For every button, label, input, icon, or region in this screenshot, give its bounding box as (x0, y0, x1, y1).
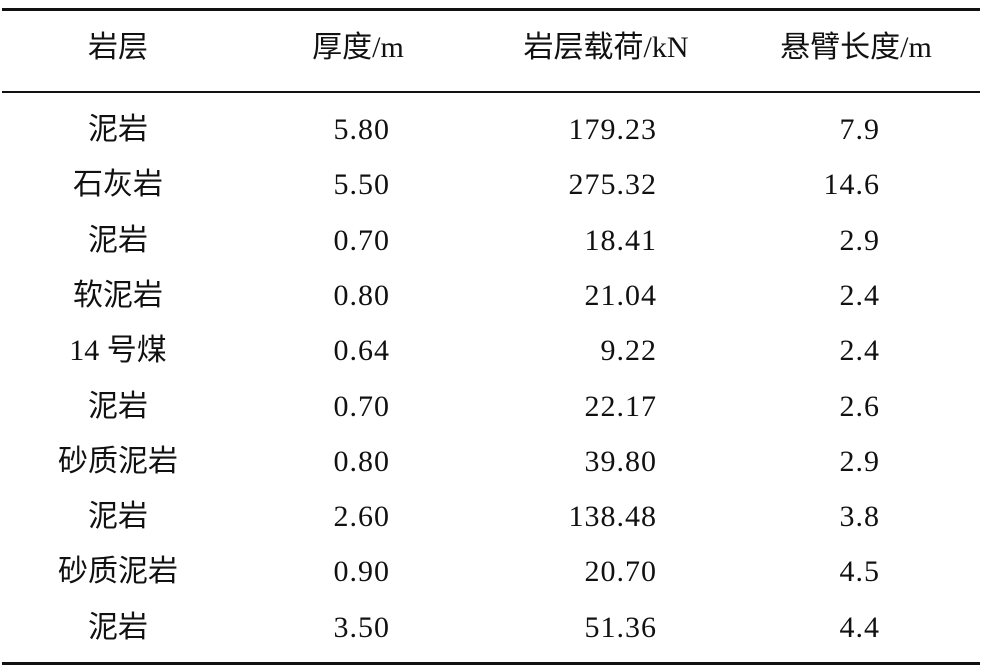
table-cell: 22.17 (584, 389, 657, 423)
row-label: 泥岩 (88, 500, 148, 534)
table-cell: 179.23 (568, 113, 657, 146)
row-label: 石灰岩 (73, 168, 163, 202)
header-cell: 岩层载荷/kN (523, 31, 689, 64)
table-cell: 0.70 (333, 223, 390, 257)
header-cell: 岩层 (88, 31, 148, 64)
table-cell: 3.8 (839, 500, 880, 534)
table-cell: 5.80 (333, 113, 390, 146)
table-cell: 0.64 (333, 334, 390, 368)
table-cell: 18.41 (584, 223, 657, 257)
table-cell: 21.04 (584, 278, 657, 312)
table-cell: 51.36 (584, 610, 657, 644)
row-label: 软泥岩 (73, 278, 163, 312)
table-cell: 138.48 (568, 500, 657, 534)
table-cell: 9.22 (600, 334, 657, 368)
table-cell: 4.4 (839, 610, 880, 644)
top-rule (2, 8, 980, 11)
row-label: 14 号煤 (69, 334, 167, 368)
table-cell: 7.9 (839, 113, 880, 146)
table-cell: 2.9 (839, 444, 880, 478)
row-label: 砂质泥岩 (58, 444, 178, 478)
table-cell: 39.80 (584, 444, 657, 478)
table-cell: 0.80 (333, 444, 390, 478)
table-cell: 2.4 (839, 334, 880, 368)
bottom-rule (2, 662, 980, 665)
row-label: 砂质泥岩 (58, 555, 178, 589)
row-label: 泥岩 (88, 389, 148, 423)
header-cell: 厚度/m (312, 31, 404, 64)
table-cell: 2.60 (333, 500, 390, 534)
row-label: 泥岩 (88, 113, 148, 146)
header-rule (2, 91, 980, 93)
table-cell: 0.70 (333, 389, 390, 423)
table-cell: 2.9 (839, 223, 880, 257)
table-cell: 0.90 (333, 555, 390, 589)
row-label: 泥岩 (88, 223, 148, 257)
table-cell: 275.32 (568, 168, 657, 202)
table-cell: 2.6 (839, 389, 880, 423)
table-cell: 4.5 (839, 555, 880, 589)
header-cell: 悬臂长度/m (780, 31, 932, 64)
table-cell: 20.70 (584, 555, 657, 589)
row-label: 泥岩 (88, 610, 148, 644)
table-cell: 3.50 (333, 610, 390, 644)
table-cell: 2.4 (839, 278, 880, 312)
table-cell: 0.80 (333, 278, 390, 312)
table-cell: 14.6 (823, 168, 880, 202)
table-cell: 5.50 (333, 168, 390, 202)
